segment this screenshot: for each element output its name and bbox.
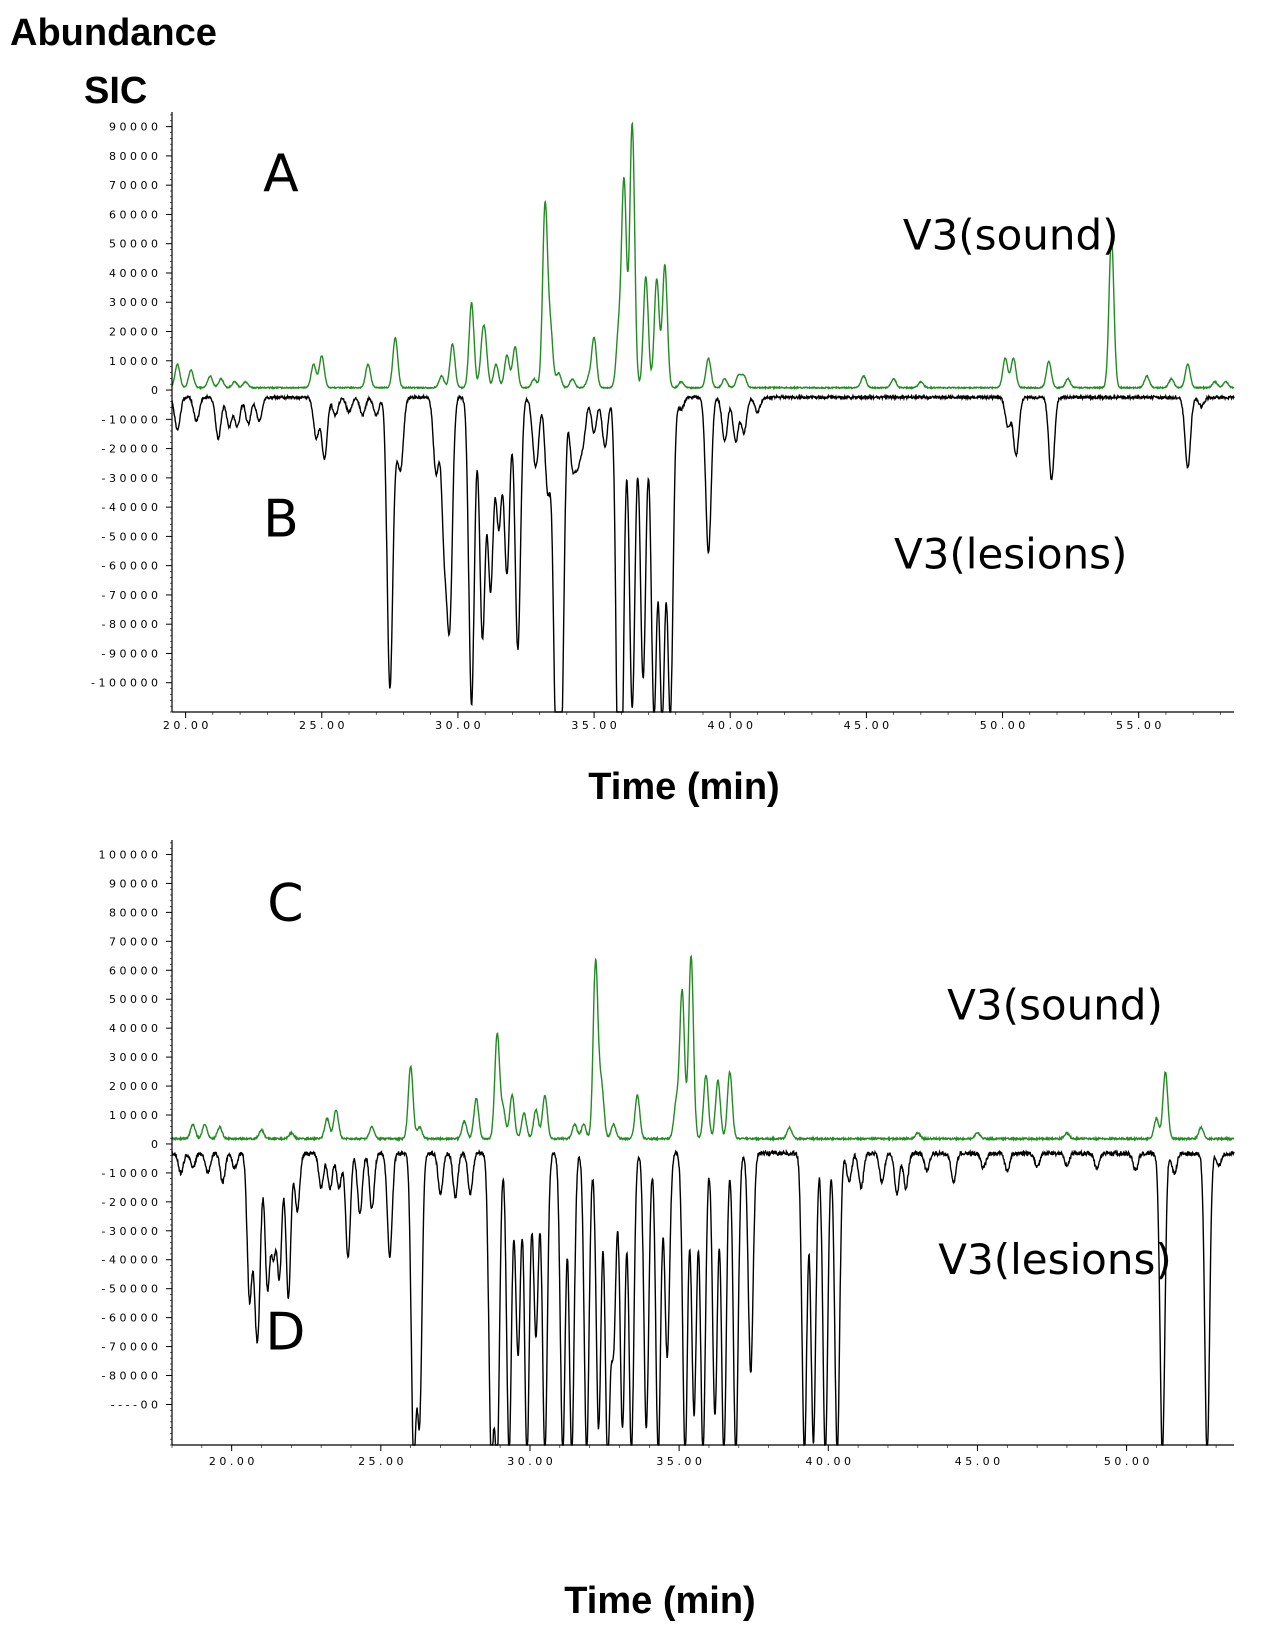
y-tick-label: 0 xyxy=(151,384,158,397)
y-tick-label: 1 0 0 0 0 xyxy=(109,1109,158,1122)
x-axis-title-bottom: Time (min) xyxy=(564,1580,756,1622)
x-tick-label: 5 0 . 0 0 xyxy=(980,719,1025,732)
y-tick-label: 7 0 0 0 0 xyxy=(109,935,158,948)
y-tick-label: - 6 0 0 0 0 xyxy=(102,1312,158,1325)
series-line-v3-lesions- xyxy=(171,393,1235,713)
series-line-v3-sound- xyxy=(171,954,1235,1143)
x-tick-label: 2 5 . 0 0 xyxy=(299,719,344,732)
panel-annotation: D xyxy=(265,1302,305,1362)
y-tick-label: 3 0 0 0 0 xyxy=(109,296,158,309)
x-tick-label: 3 0 . 0 0 xyxy=(507,1455,552,1468)
x-tick-label: 2 5 . 0 0 xyxy=(358,1455,403,1468)
y-tick-label: 4 0 0 0 0 xyxy=(109,267,158,280)
y-tick-label: 8 0 0 0 0 xyxy=(109,906,158,919)
y-tick-label: 5 0 0 0 0 xyxy=(109,238,158,251)
y-tick-label: 3 0 0 0 0 xyxy=(109,1051,158,1064)
x-tick-label: 4 0 . 0 0 xyxy=(806,1455,851,1468)
y-tick-label: - 5 0 0 0 0 xyxy=(102,530,158,543)
y-tick-label: 6 0 0 0 0 xyxy=(109,208,158,221)
x-tick-label: 2 0 . 0 0 xyxy=(209,1455,254,1468)
chart-panel-top: 9 0 0 0 0 8 0 0 0 0 7 0 0 0 0 6 0 0 0 0 5 0 … xyxy=(91,112,1235,732)
x-tick-label: 5 5 . 0 0 xyxy=(1116,719,1161,732)
y-tick-label: - 1 0 0 0 0 xyxy=(102,413,158,426)
y-tick-label: - 1 0 0 0 0 0 xyxy=(91,677,158,690)
y-tick-label: - 5 0 0 0 0 xyxy=(102,1283,158,1296)
y-tick-label: 1 0 0 0 0 0 xyxy=(99,848,158,861)
y-tick-label: 2 0 0 0 0 xyxy=(109,326,158,339)
y-tick-label: - 2 0 0 0 0 xyxy=(102,1196,158,1209)
series-line-v3-lesions- xyxy=(171,1148,1235,1446)
series-line-v3-sound- xyxy=(171,121,1235,391)
panel-annotation: V3(sound) xyxy=(903,211,1119,260)
chart-panel-bottom: 1 0 0 0 0 0 9 0 0 0 0 8 0 0 0 0 7 0 0 0 0 6 … xyxy=(99,840,1235,1468)
panel-annotation: V3(lesions) xyxy=(938,1235,1171,1284)
x-tick-label: 4 5 . 0 0 xyxy=(955,1455,1000,1468)
y-tick-label: - 4 0 0 0 0 xyxy=(102,501,158,514)
y-tick-label: 2 0 0 0 0 xyxy=(109,1080,158,1093)
y-tick-label: 5 0 0 0 0 xyxy=(109,993,158,1006)
x-tick-label: 5 0 . 0 0 xyxy=(1104,1455,1149,1468)
x-tick-label: 3 0 . 0 0 xyxy=(435,719,480,732)
x-tick-label: 2 0 . 0 0 xyxy=(163,719,208,732)
panel-annotation: B xyxy=(263,489,299,549)
y-tick-label: - 7 0 0 0 0 xyxy=(102,1341,158,1354)
x-tick-label: 4 0 . 0 0 xyxy=(707,719,752,732)
y-tick-label: - 8 0 0 0 0 xyxy=(102,1370,158,1383)
x-axis-title-top: Time (min) xyxy=(588,766,780,808)
y-tick-label: - 3 0 0 0 0 xyxy=(102,1225,158,1238)
y-tick-label: 9 0 0 0 0 xyxy=(109,877,158,890)
y-tick-label: - 7 0 0 0 0 xyxy=(102,589,158,602)
panel-annotation: V3(lesions) xyxy=(894,530,1127,579)
panel-annotation: V3(sound) xyxy=(947,980,1163,1029)
y-tick-label: - - - - 0 0 xyxy=(111,1398,158,1411)
y-tick-label: 6 0 0 0 0 xyxy=(109,964,158,977)
y-tick-label: - 3 0 0 0 0 xyxy=(102,472,158,485)
x-tick-label: 3 5 . 0 0 xyxy=(656,1455,701,1468)
y-tick-label: 7 0 0 0 0 xyxy=(109,179,158,192)
y-tick-label: 8 0 0 0 0 xyxy=(109,150,158,163)
y-axis-title-line2: SIC xyxy=(84,70,148,112)
y-tick-label: - 2 0 0 0 0 xyxy=(102,443,158,456)
x-tick-label: 4 5 . 0 0 xyxy=(844,719,889,732)
y-tick-label: - 4 0 0 0 0 xyxy=(102,1254,158,1267)
y-axis-title-line1: Abundance xyxy=(10,12,217,54)
y-tick-label: - 9 0 0 0 0 xyxy=(102,647,158,660)
x-tick-label: 3 5 . 0 0 xyxy=(571,719,616,732)
y-tick-label: 9 0 0 0 0 xyxy=(109,121,158,134)
y-tick-label: 4 0 0 0 0 xyxy=(109,1022,158,1035)
y-tick-label: - 8 0 0 0 0 xyxy=(102,618,158,631)
panel-annotation: A xyxy=(263,144,299,204)
y-tick-label: - 6 0 0 0 0 xyxy=(102,560,158,573)
y-tick-label: 1 0 0 0 0 xyxy=(109,355,158,368)
y-tick-label: - 1 0 0 0 0 xyxy=(102,1167,158,1180)
y-tick-label: 0 xyxy=(151,1138,158,1151)
panel-annotation: C xyxy=(267,874,303,934)
